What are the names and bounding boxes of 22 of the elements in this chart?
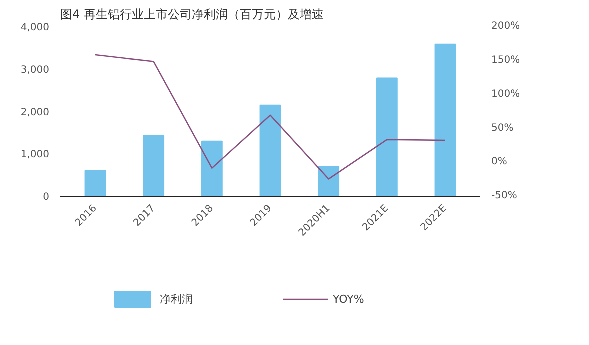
y-tick-label: 4,000: [20, 22, 50, 34]
bar: [260, 104, 282, 197]
line-series: [94, 54, 446, 180]
y-tick-label: 1,000: [20, 150, 50, 161]
bar: [376, 78, 398, 197]
y2-tick-label: 50%: [492, 122, 514, 134]
y-tick-label: 3,000: [20, 64, 50, 76]
y2-tick-label: 0%: [492, 156, 508, 168]
y2-tick-label: -50%: [492, 190, 518, 202]
bar: [318, 166, 340, 197]
y-tick-label: 2,000: [20, 107, 50, 118]
y-tick-label: 0: [43, 192, 50, 204]
y2-tick-label: 200%: [492, 21, 520, 32]
y2-tick-label: 100%: [492, 88, 520, 100]
legend-label: 净利润: [160, 292, 193, 306]
bar: [434, 44, 456, 197]
y2-tick-label: 150%: [492, 54, 520, 66]
bar: [84, 170, 106, 197]
chart-title: 图4 再生铝行业上市公司净利润（百万元）及增速: [60, 8, 324, 22]
bar: [143, 135, 165, 197]
bar: [201, 140, 223, 197]
legend-label: YOY%: [333, 292, 364, 306]
